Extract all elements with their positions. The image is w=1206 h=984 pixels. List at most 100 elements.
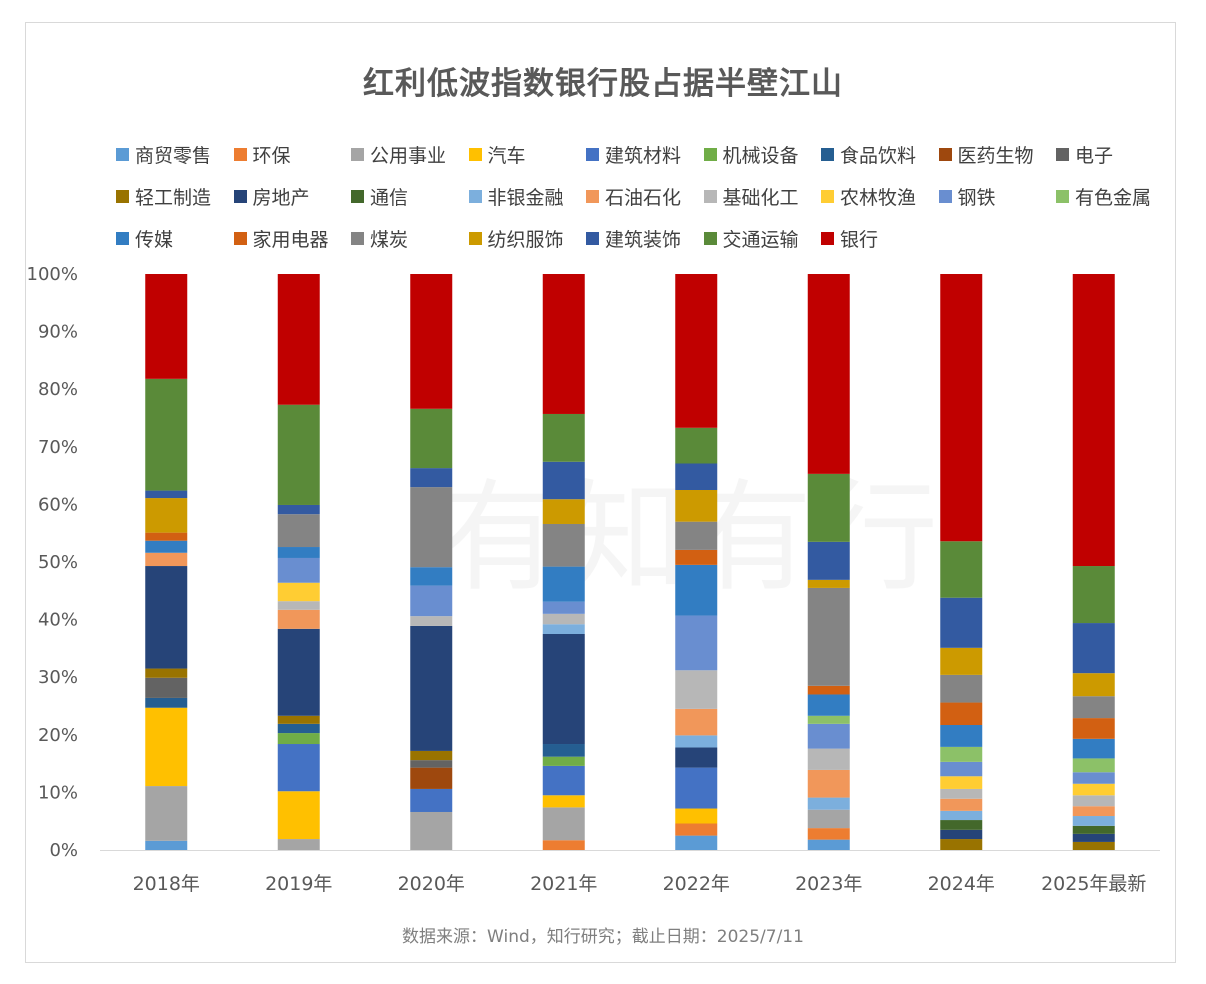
bar-segment	[1072, 718, 1115, 739]
legend-label: 传媒	[135, 228, 174, 251]
x-tick-label: 2025年最新	[1041, 873, 1146, 895]
bar-segment	[940, 829, 983, 840]
legend-item: 纺织服饰	[468, 226, 564, 251]
bar-segment	[807, 797, 850, 810]
bar-segment	[277, 723, 320, 734]
bar-segment	[940, 674, 983, 703]
bar-segment	[1072, 738, 1115, 759]
legend-item: 轻工制造	[116, 184, 212, 209]
legend-label: 通信	[370, 186, 409, 209]
bar-segment	[1072, 673, 1115, 697]
legend-item: 房地产	[233, 184, 310, 209]
bar-segment	[807, 723, 850, 749]
legend-swatch	[821, 189, 834, 203]
legend-label: 食品饮料	[840, 144, 917, 167]
bar-segment	[277, 557, 320, 583]
bar-segment	[542, 634, 585, 745]
x-tick-label: 2018年	[133, 873, 200, 895]
y-tick-label: 70%	[38, 437, 78, 458]
legend-item: 钢铁	[938, 184, 996, 209]
bar-segment	[675, 463, 718, 490]
legend-swatch	[468, 231, 482, 245]
legend-swatch	[821, 147, 834, 161]
bar-segment	[807, 715, 850, 724]
bar-segment	[410, 616, 453, 626]
bar-segment	[675, 427, 718, 464]
legend-label: 轻工制造	[135, 186, 212, 209]
legend-swatch	[703, 147, 717, 161]
legend-label: 商贸零售	[135, 144, 212, 167]
legend-label: 环保	[252, 144, 291, 167]
bar-segment	[940, 776, 983, 789]
legend-label: 基础化工	[722, 186, 799, 209]
bar-segment	[410, 567, 453, 586]
bar-segment	[940, 788, 983, 799]
legend-swatch	[821, 231, 834, 245]
x-tick-label: 2024年	[928, 873, 995, 895]
bar-segment	[277, 839, 320, 850]
legend-label: 建筑装饰	[605, 228, 682, 251]
bar-segment	[675, 747, 718, 768]
bar-segment	[410, 468, 453, 488]
bar-segment	[542, 413, 585, 462]
bar-segment	[1072, 841, 1115, 850]
bar-segment	[1072, 825, 1115, 834]
legend-item: 交通运输	[703, 226, 799, 251]
y-tick-label: 90%	[38, 322, 78, 343]
bar-segment	[940, 541, 983, 598]
bar-segment	[1072, 623, 1115, 674]
legend-swatch	[586, 147, 599, 161]
bar-segment	[1072, 833, 1115, 842]
legend-label: 石油石化	[605, 186, 682, 209]
bar-segment	[410, 767, 453, 789]
bar-segment	[1072, 274, 1115, 567]
legend-label: 房地产	[252, 186, 310, 209]
bar-segment	[675, 670, 718, 709]
bar-segment	[410, 274, 453, 409]
legend-swatch	[1056, 147, 1069, 161]
bar-segment	[410, 750, 453, 761]
bar-segment	[410, 811, 453, 850]
bar-segment	[807, 839, 850, 850]
legend-swatch	[351, 147, 364, 161]
bar-segment	[940, 798, 983, 811]
bar-segment	[1072, 772, 1115, 784]
bar-segment	[145, 378, 188, 491]
legend-label: 银行	[840, 228, 879, 251]
legend-item: 传媒	[116, 226, 174, 251]
x-tick-label: 2019年	[265, 873, 332, 895]
legend-label: 医药生物	[957, 144, 1034, 167]
bar-segment	[277, 609, 320, 629]
bar-segment	[277, 404, 320, 505]
bar-segment	[807, 587, 850, 686]
legend-swatch	[351, 189, 364, 203]
bar-segment	[410, 585, 453, 617]
legend-item: 机械设备	[703, 142, 799, 167]
bar-segment	[277, 628, 320, 716]
legend-label: 电子	[1075, 144, 1114, 167]
bar-segment	[145, 490, 188, 499]
bar-segment	[410, 487, 453, 568]
bar-segment	[410, 625, 453, 751]
bar-segment	[807, 579, 850, 588]
bar-segment	[277, 582, 320, 602]
chart-frame	[25, 22, 1176, 963]
legend-label: 建筑材料	[605, 144, 682, 167]
bar-segment	[542, 744, 585, 757]
legend-swatch	[938, 189, 952, 203]
bar-segment	[277, 733, 320, 745]
bar-segment	[675, 274, 718, 428]
legend-label: 公用事业	[370, 144, 447, 167]
bar-segment	[807, 769, 850, 798]
legend-label: 交通运输	[722, 228, 799, 251]
bar-segment	[675, 564, 718, 616]
y-tick-label: 10%	[38, 782, 78, 803]
x-tick-label: 2023年	[795, 873, 862, 895]
bar-segment	[940, 702, 983, 726]
legend-item: 食品饮料	[821, 142, 917, 167]
bar-segment	[807, 541, 850, 580]
bar-segment	[277, 547, 320, 558]
bar-segment	[542, 499, 585, 524]
legend-item: 非银金融	[468, 184, 564, 209]
bar-segment	[145, 677, 188, 698]
